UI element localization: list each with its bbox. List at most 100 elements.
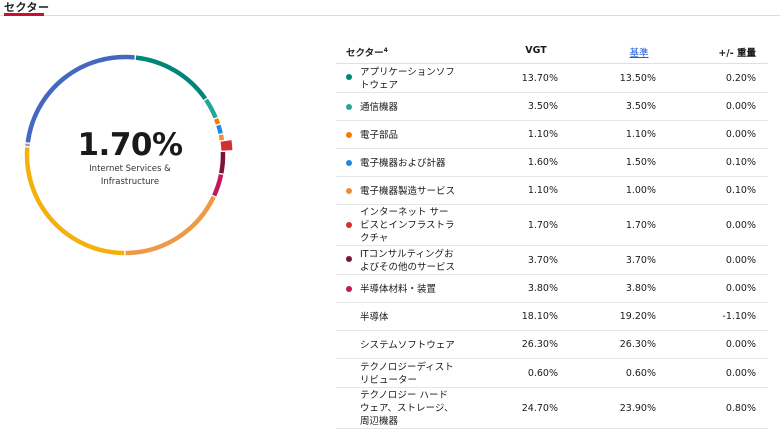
vgt-weight: 1.70%	[527, 219, 558, 231]
weight-diff: 0.20%	[725, 72, 756, 84]
sector-name-line: 電子部品	[360, 129, 399, 141]
weight-diff: 0.10%	[725, 157, 756, 168]
benchmark-weight: 13.50%	[619, 72, 656, 84]
vgt-weight: 3.50%	[527, 101, 558, 112]
benchmark-weight: 3.70%	[625, 254, 656, 266]
weight-diff: 0.00%	[725, 254, 756, 266]
table-row: アプリケーションソフ トウェア 13.70% 13.50% 0.20%	[336, 64, 768, 93]
sector-name-line: インターネット サー	[360, 207, 449, 218]
table-row: システムソフトウェア 26.30% 26.30% 0.00%	[336, 331, 768, 359]
vgt-weight: 24.70%	[521, 402, 558, 414]
sector-name-line: アプリケーションソフ	[360, 66, 455, 78]
weight-diff: 0.80%	[725, 402, 756, 414]
benchmark-weight: 3.80%	[625, 283, 656, 294]
header-sector: セクター4	[346, 45, 388, 59]
sector-name-line: 通信機器	[360, 101, 399, 113]
sector-name: 半導体	[360, 311, 468, 324]
donut-svg	[24, 54, 233, 256]
donut-segment[interactable]	[135, 55, 208, 101]
weight-diff: 0.00%	[725, 339, 756, 350]
legend-dot	[346, 104, 352, 110]
benchmark-weight: 1.70%	[625, 219, 656, 231]
table-row: 電子部品 1.10% 1.10% 0.00%	[336, 121, 768, 149]
weight-diff: 0.00%	[725, 219, 756, 231]
legend-dot	[346, 286, 352, 292]
weight-diff: 0.00%	[725, 283, 756, 294]
sector-name-line: 周辺機器	[360, 416, 399, 427]
header-sector-label: セクター	[346, 48, 384, 59]
weight-diff: 0.10%	[725, 185, 756, 196]
sector-name: インターネット サー ビスとインフラストラ クチャ	[360, 206, 468, 245]
table-row: 電子機器および計器 1.60% 1.50% 0.10%	[336, 149, 768, 177]
table-header: セクター4 VGT 基準 +/- 重量	[336, 38, 768, 64]
vgt-weight: 1.60%	[527, 157, 558, 168]
donut-center-label-2: Infrastructure	[100, 177, 160, 187]
sector-table: セクター4 VGT 基準 +/- 重量 アプリケーションソフ トウェア 13.70%…	[336, 38, 768, 429]
vgt-weight: 18.10%	[521, 311, 558, 322]
legend-dot	[346, 256, 352, 262]
sector-name-line: テクノロジーディスト	[360, 361, 454, 373]
donut-segment[interactable]	[25, 54, 135, 143]
sector-name-line: テクノロジー ハード	[360, 390, 448, 401]
sector-name-line: ビスとインフラストラ	[360, 220, 455, 231]
sector-name: 電子部品	[360, 129, 468, 142]
sector-name: 通信機器	[360, 101, 468, 114]
sector-name: 電子機器製造サービス	[360, 185, 468, 198]
legend-dot	[346, 222, 352, 228]
legend-dot	[346, 188, 352, 194]
donut-center: 1.70% Internet Services & Infrastructure	[50, 128, 210, 188]
sector-name-line: リビューター	[360, 374, 418, 386]
sector-name-line: よびその他のサービス	[360, 261, 456, 273]
table-row: 電子機器製造サービス 1.10% 1.00% 0.10%	[336, 177, 768, 205]
sector-name: テクノロジーディスト リビューター	[360, 361, 468, 387]
donut-segment[interactable]	[216, 124, 223, 134]
benchmark-weight: 3.50%	[625, 101, 656, 112]
sector-name: システムソフトウェア	[360, 339, 468, 352]
sector-name-line: クチャ	[360, 233, 389, 244]
sector-donut-chart: 1.70% Internet Services & Infrastructure	[20, 50, 240, 270]
vgt-weight: 26.30%	[521, 339, 558, 350]
donut-center-label-1: Internet Services &	[89, 164, 171, 174]
vgt-weight: 1.10%	[527, 185, 558, 196]
table-row: テクノロジーディスト リビューター 0.60% 0.60% 0.00%	[336, 359, 768, 388]
donut-segment[interactable]	[218, 134, 225, 141]
legend-dot	[346, 132, 352, 138]
benchmark-weight: 19.20%	[619, 311, 656, 322]
sector-name-line: ITコンサルティングお	[360, 248, 454, 260]
table-row: テクノロジー ハード ウェア、ストレージ、 周辺機器 24.70% 23.90% 0.80…	[336, 388, 768, 429]
legend-dot	[346, 160, 352, 166]
donut-segment[interactable]	[220, 140, 233, 151]
vgt-weight: 3.80%	[527, 283, 558, 294]
donut-segment[interactable]	[212, 174, 224, 197]
active-tab-indicator	[4, 13, 44, 16]
donut-segment[interactable]	[24, 147, 125, 256]
donut-center-value: 1.70%	[77, 127, 183, 163]
benchmark-weight: 1.50%	[625, 157, 656, 168]
legend-dot	[346, 74, 352, 80]
donut-segment[interactable]	[214, 118, 221, 125]
benchmark-weight: 1.10%	[625, 129, 656, 140]
sector-name: テクノロジー ハード ウェア、ストレージ、 周辺機器	[360, 389, 468, 428]
weight-diff: -1.10%	[722, 311, 756, 322]
sector-name-line: トウェア	[360, 79, 399, 91]
header-vgt: VGT	[525, 45, 547, 56]
vgt-weight: 3.70%	[527, 254, 558, 266]
sector-name-line: 半導体	[360, 311, 389, 323]
benchmark-weight: 0.60%	[625, 367, 656, 379]
sector-name-line: 半導体材料・装置	[360, 283, 437, 295]
sector-name: ITコンサルティングお よびその他のサービス	[360, 248, 468, 274]
tab-bar: セクター	[0, 0, 780, 16]
vgt-weight: 1.10%	[527, 129, 558, 140]
sector-name-line: 電子機器製造サービス	[360, 185, 456, 197]
header-benchmark-link[interactable]: 基準	[629, 48, 649, 59]
weight-diff: 0.00%	[725, 129, 756, 140]
benchmark-weight: 1.00%	[625, 185, 656, 196]
donut-segment[interactable]	[204, 98, 218, 119]
donut-segment[interactable]	[125, 195, 216, 256]
benchmark-weight: 26.30%	[619, 339, 656, 350]
weight-diff: 0.00%	[725, 367, 756, 379]
tab-sector[interactable]: セクター	[4, 1, 50, 14]
sector-name-line: システムソフトウェア	[360, 339, 455, 351]
benchmark-weight: 23.90%	[619, 402, 656, 414]
donut-segment[interactable]	[219, 151, 226, 174]
